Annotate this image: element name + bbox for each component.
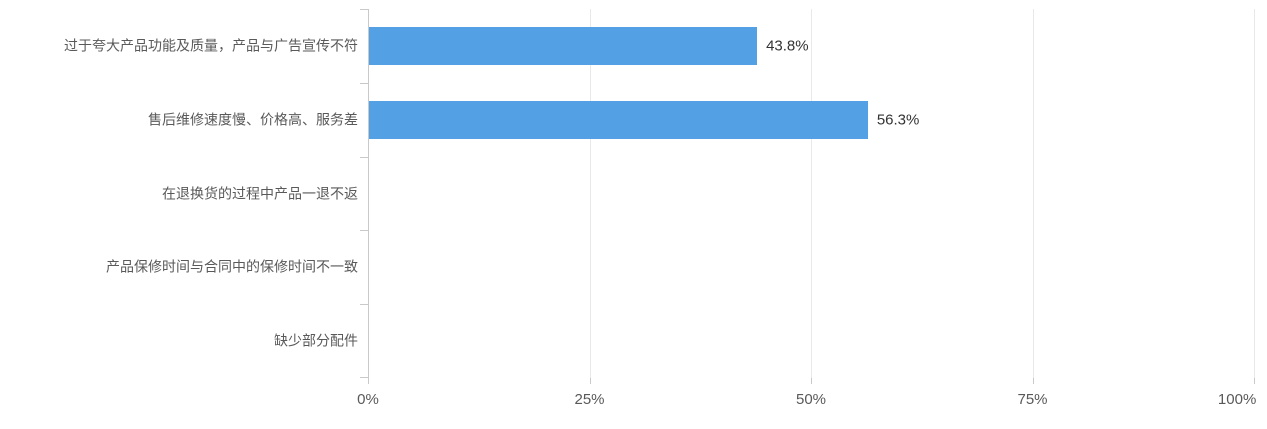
x-axis-tick-label: 50% (795, 391, 827, 408)
x-axis-tick (368, 378, 369, 384)
x-axis-tick (1254, 378, 1255, 384)
y-axis-tick (360, 9, 368, 10)
x-axis-tick (811, 378, 812, 384)
x-axis-tick-label: 25% (574, 391, 605, 408)
value-label: 56.3% (876, 111, 920, 129)
gridline (811, 9, 812, 378)
y-axis-tick (360, 82, 368, 84)
y-axis-tick (360, 156, 368, 158)
category-label: 售后维修速度慢、价格高、服务差 (148, 111, 358, 128)
category-label: 过于夸大产品功能及质量，产品与广告宣传不符 (64, 37, 358, 54)
gridline (1032, 9, 1034, 378)
x-axis-tick (1032, 378, 1034, 384)
x-axis-tick (589, 378, 591, 384)
plot-area: 43.8% 56.3% (360, 9, 1255, 384)
gridline (589, 9, 591, 378)
gridline (1254, 9, 1255, 378)
category-label: 产品保修时间与合同中的保修时间不一致 (106, 258, 358, 275)
x-axis-tick-label: 75% (1017, 391, 1048, 408)
bar (369, 100, 868, 139)
y-axis-tick (360, 377, 368, 378)
category-label: 在退换货的过程中产品一退不返 (162, 185, 358, 202)
x-axis-tick-label: 0% (357, 391, 379, 408)
value-label: 43.8% (766, 37, 809, 55)
category-label: 缺少部分配件 (274, 332, 358, 349)
bar (369, 26, 758, 65)
y-axis-tick (360, 304, 368, 306)
x-axis-tick-label: 100% (1217, 391, 1257, 408)
y-axis-tick (360, 230, 368, 232)
